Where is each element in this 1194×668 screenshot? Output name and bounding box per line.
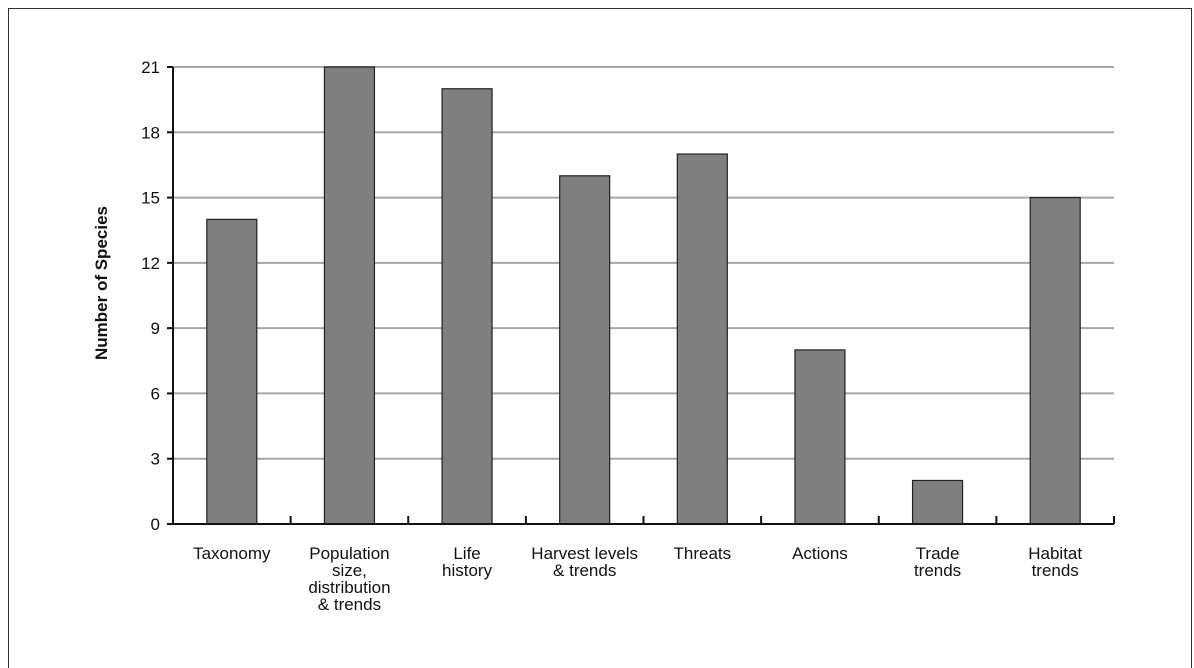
bar — [206, 218, 258, 525]
bar — [676, 153, 728, 525]
category-label: Trade trends — [914, 544, 961, 580]
gridlines — [173, 66, 1114, 460]
category-label: Actions — [792, 544, 848, 563]
category-label: Life history — [442, 544, 493, 580]
y-tick-label: 9 — [151, 319, 160, 338]
y-axis-title: Number of Species — [92, 206, 111, 360]
y-tick-label: 3 — [151, 450, 160, 469]
bar — [1029, 196, 1081, 525]
category-label: Habitat trends — [1028, 544, 1082, 580]
y-tick-label: 6 — [151, 384, 160, 403]
y-tick-labels: 0 3 6 9 12 15 18 21 — [141, 58, 160, 534]
y-tick-label: 0 — [151, 515, 160, 534]
y-tick-label: 21 — [141, 58, 160, 77]
bar — [559, 175, 611, 525]
y-tick-label: 12 — [141, 254, 160, 273]
y-tick-label: 18 — [141, 123, 160, 142]
category-label: Taxonomy — [193, 544, 271, 563]
category-label: Harvest levels & trends — [531, 544, 638, 580]
bar — [794, 349, 846, 525]
category-label: Threats — [673, 544, 731, 563]
bars — [206, 66, 1081, 525]
category-label: Population size, distribution & trends — [308, 544, 390, 614]
bar — [911, 479, 964, 525]
bar — [441, 88, 493, 525]
x-tick-labels: Taxonomy Population size, distribution & tre… — [193, 544, 1082, 614]
bar — [323, 66, 376, 525]
y-tick-label: 15 — [141, 189, 160, 208]
axes — [167, 66, 1115, 525]
